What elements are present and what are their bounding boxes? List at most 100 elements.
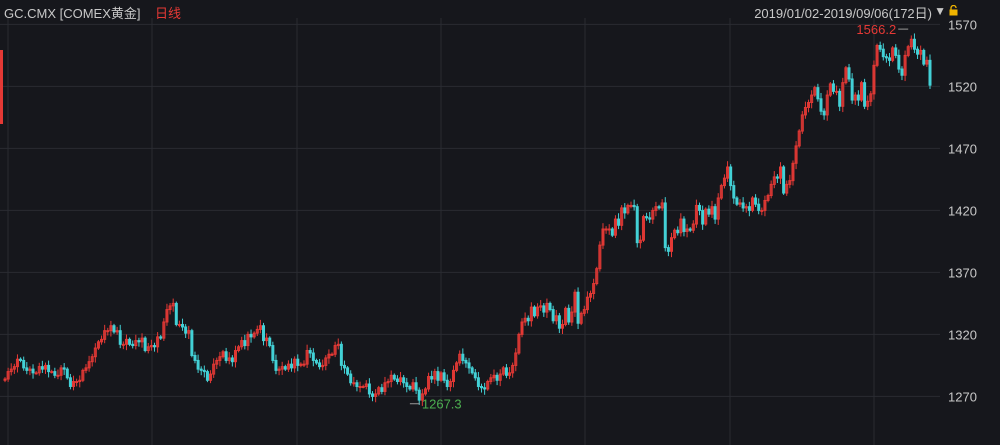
candle-body: [28, 368, 32, 371]
candle-body: [436, 371, 440, 381]
candle-body: [486, 381, 490, 390]
candle-body: [747, 206, 751, 211]
candle-body: [383, 382, 387, 392]
candle-body: [262, 325, 266, 342]
candle-body: [498, 373, 502, 381]
candle-body: [293, 358, 297, 369]
candle-body: [517, 333, 521, 354]
candle-body: [31, 368, 35, 374]
candle-body: [84, 367, 88, 371]
candle-body: [280, 366, 284, 370]
candle-body: [660, 202, 664, 209]
candle-body: [96, 341, 100, 349]
candle-body: [878, 44, 882, 50]
candle-body: [258, 325, 262, 330]
candle-body: [514, 352, 518, 366]
candle-body: [62, 367, 66, 370]
candle-body: [87, 361, 91, 369]
candle-body: [810, 94, 814, 104]
candle-body: [903, 54, 907, 76]
candle-body: [37, 366, 41, 374]
candle-body: [327, 353, 331, 359]
candle-body: [701, 209, 705, 225]
candle-body: [508, 372, 512, 376]
candle-body: [532, 306, 536, 317]
candle-body: [165, 309, 169, 323]
candle-body: [704, 208, 708, 225]
candle-body: [252, 332, 256, 338]
candle-body: [666, 247, 670, 252]
candle-body: [560, 323, 564, 329]
candle-body: [140, 337, 144, 343]
candle-body: [417, 389, 421, 401]
candle-body: [143, 337, 147, 352]
candle-body: [919, 49, 923, 55]
candle-body: [564, 307, 568, 325]
candle-body: [43, 364, 47, 370]
candle-body: [458, 353, 462, 364]
candle-body: [669, 237, 673, 252]
candle-body: [922, 49, 926, 65]
candle-body: [766, 195, 770, 201]
candle-body: [367, 383, 371, 395]
candle-body: [881, 48, 885, 58]
candle-body: [408, 385, 412, 390]
candle-body: [246, 333, 250, 347]
candle-body: [875, 44, 879, 66]
candle-body: [358, 385, 362, 388]
candle-body: [838, 90, 842, 107]
candle-body: [694, 204, 698, 225]
candle-body: [209, 373, 213, 381]
candle-body: [909, 38, 913, 48]
candle-body: [423, 388, 427, 395]
candle-body: [227, 357, 231, 361]
y-tick-label: 1570: [948, 17, 977, 32]
candle-body: [476, 377, 480, 387]
period-label[interactable]: 日线: [155, 6, 182, 21]
triangle-down-icon[interactable]: ▼: [934, 4, 946, 18]
annotations: 1566.2 1267.3: [409, 22, 909, 412]
candle-body: [735, 197, 739, 205]
candle-body: [912, 38, 916, 50]
candle-body: [682, 218, 686, 232]
candle-body: [3, 378, 7, 381]
candle-body: [856, 94, 860, 101]
candle-body: [277, 368, 281, 371]
low-label: 1267.3: [422, 397, 462, 412]
lock-icon[interactable]: [948, 5, 959, 16]
candle-body: [775, 176, 779, 179]
candle-body: [819, 98, 823, 112]
candle-body: [184, 326, 188, 334]
candle-body: [47, 364, 51, 373]
candle-body: [212, 363, 216, 375]
candle-body: [128, 338, 132, 345]
candle-body: [78, 379, 82, 383]
candle-body: [582, 309, 586, 314]
candle-body: [573, 291, 577, 313]
candle-body: [146, 346, 150, 352]
candle-body: [844, 67, 848, 84]
candle-body: [576, 291, 580, 324]
candle-body: [872, 64, 876, 95]
candle-body: [168, 305, 172, 311]
candle-body: [663, 202, 667, 249]
candle-body: [193, 354, 197, 361]
candle-body: [601, 228, 605, 246]
candle-body: [710, 206, 714, 215]
candle-body: [685, 228, 689, 232]
candle-body: [610, 228, 614, 236]
candle-body: [545, 302, 549, 313]
candle-body: [218, 356, 222, 361]
candle-body: [103, 330, 107, 340]
candle-body: [124, 338, 128, 345]
candle-body: [884, 56, 888, 59]
candle-body: [12, 366, 16, 370]
candle-body: [800, 114, 804, 132]
candle-body: [570, 311, 574, 323]
candle-body: [760, 209, 764, 212]
candle-body: [467, 362, 471, 369]
candle-body: [137, 340, 141, 343]
candle-body: [651, 209, 655, 220]
candle-body: [592, 283, 596, 294]
grid-lines: [0, 18, 940, 445]
